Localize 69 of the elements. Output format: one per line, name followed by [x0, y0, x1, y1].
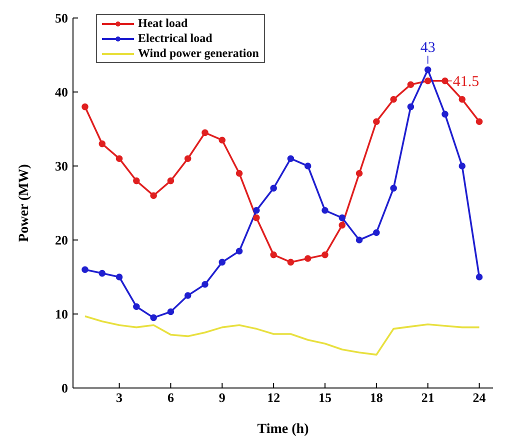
point	[82, 103, 88, 110]
point	[253, 207, 260, 214]
point	[167, 308, 174, 316]
line-series	[84, 315, 480, 356]
point	[184, 292, 192, 299]
point	[218, 136, 226, 144]
point	[304, 162, 312, 170]
annotation: 43	[420, 40, 436, 56]
point	[304, 255, 312, 262]
y-tick-label: 30	[55, 158, 68, 174]
point	[287, 155, 294, 162]
point	[253, 214, 260, 222]
point	[270, 184, 277, 192]
x-tick-label: 24	[472, 390, 486, 406]
point	[322, 251, 328, 258]
point	[373, 118, 380, 125]
point	[218, 258, 226, 266]
point	[82, 266, 88, 273]
point	[287, 258, 294, 266]
point	[458, 96, 466, 103]
x-axis-title: Time (h)	[257, 422, 310, 437]
point	[424, 78, 432, 84]
x-tick-label: 9	[218, 390, 226, 406]
annotation: 41.5	[452, 74, 480, 90]
point	[322, 207, 328, 214]
x-tick-label: 12	[267, 390, 280, 406]
point	[424, 66, 432, 74]
y-tick-label: 20	[55, 232, 68, 248]
point	[442, 110, 448, 118]
point	[202, 129, 208, 136]
y-tick-label: 0	[62, 380, 68, 396]
point	[150, 314, 157, 322]
point	[184, 155, 192, 162]
point	[407, 81, 414, 88]
point	[202, 281, 208, 288]
point	[390, 96, 397, 103]
point	[356, 170, 363, 177]
point	[236, 248, 243, 254]
x-tick-label: 21	[421, 390, 434, 406]
y-tick-label: 50	[55, 10, 68, 26]
point	[116, 155, 123, 162]
x-tick-label: 18	[370, 390, 384, 406]
point	[373, 229, 380, 236]
legend-label: Wind power generation	[138, 46, 259, 61]
y-axis-title: Power (MW)	[16, 164, 32, 242]
point	[270, 251, 277, 258]
point	[133, 177, 140, 184]
point	[236, 170, 243, 177]
legend-label: Heat load	[138, 16, 188, 31]
point	[98, 140, 106, 148]
point	[338, 222, 346, 229]
x-tick-label: 3	[116, 390, 124, 406]
y-tick-label: 10	[55, 306, 68, 322]
point	[390, 184, 397, 192]
x-tick-label: 15	[318, 390, 332, 406]
x-tick-label: 6	[167, 390, 174, 406]
point	[476, 274, 483, 280]
point	[476, 118, 483, 125]
y-tick-label: 40	[55, 84, 68, 100]
point	[167, 177, 174, 184]
point	[407, 103, 414, 110]
legend-label: Electrical load	[138, 31, 212, 46]
point	[116, 274, 123, 280]
point	[133, 303, 140, 310]
point	[356, 236, 363, 244]
point	[150, 192, 157, 199]
point	[98, 270, 106, 277]
point	[458, 162, 466, 170]
point	[338, 214, 346, 222]
